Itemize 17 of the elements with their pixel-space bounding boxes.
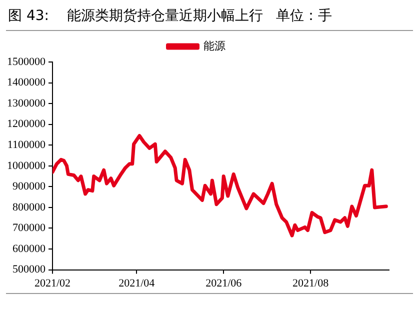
x-tick-label: 2021/04	[118, 277, 156, 290]
y-tick-label: 800000	[12, 201, 46, 214]
y-tick-label: 600000	[12, 242, 46, 255]
y-tick-label: 1400000	[7, 76, 46, 89]
y-tick-label: 900000	[12, 180, 46, 193]
y-tick-label: 700000	[12, 222, 46, 234]
y-tick-label: 500000	[12, 264, 46, 276]
legend-label: 能源	[203, 39, 226, 52]
x-tick-label: 2021/08	[292, 277, 330, 290]
x-tick-label: 2021/06	[206, 277, 242, 290]
y-tick-label: 1300000	[7, 97, 46, 110]
y-tick-label: 1000000	[7, 160, 46, 172]
y-tick-label: 1200000	[7, 118, 46, 130]
y-tick-label: 1500000	[7, 56, 46, 68]
chart-title: 图 43: 能源类期货持仓量近期小幅上行 单位：手	[6, 0, 413, 31]
y-tick-label: 1100000	[7, 139, 46, 152]
x-tick-label: 2021/02	[34, 277, 71, 290]
